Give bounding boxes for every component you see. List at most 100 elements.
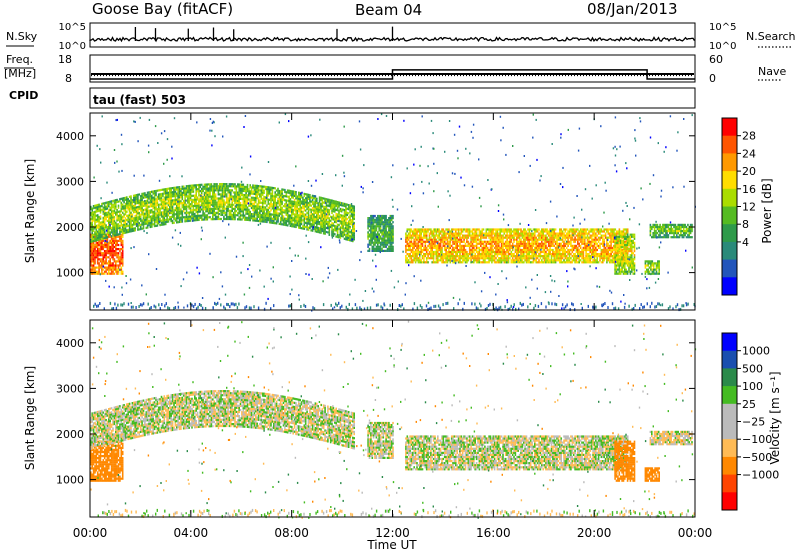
power-cell (238, 193, 240, 196)
power-cell (185, 185, 188, 188)
power-cell (220, 199, 222, 202)
power-cell (499, 246, 501, 249)
power-cell (481, 250, 483, 254)
power-cell (317, 204, 319, 207)
power-cell (390, 233, 393, 236)
power-cell (520, 240, 522, 243)
power-cell (223, 201, 225, 204)
power-cell (517, 240, 519, 243)
power-cell (332, 216, 335, 219)
power-cell (109, 200, 111, 203)
power-cell (291, 212, 293, 215)
power-cell (218, 187, 221, 190)
power-cell (328, 200, 331, 204)
power-cell (420, 228, 422, 231)
power-cell (187, 211, 189, 214)
power-cell (99, 227, 102, 230)
power-cell (528, 238, 531, 241)
nave-trace (90, 69, 695, 80)
power-cell (106, 219, 109, 222)
power-cell (389, 223, 392, 226)
power-cell (225, 211, 228, 214)
power-cell (141, 201, 143, 204)
power-cell (318, 231, 321, 234)
power-cell (368, 229, 371, 232)
power-cell (130, 201, 132, 204)
power-cell (543, 228, 546, 231)
power-cell (538, 236, 540, 239)
power-cell (507, 236, 510, 239)
power-cell (535, 261, 537, 264)
power-cell (153, 192, 156, 195)
power-cell (178, 186, 181, 189)
power-cell (102, 264, 105, 267)
power-cell (199, 200, 202, 203)
power-cell (249, 214, 251, 218)
power-cell (424, 244, 427, 247)
power-cell (189, 209, 192, 212)
power-cell (304, 225, 307, 229)
power-cell (279, 190, 282, 193)
power-cell (317, 226, 319, 229)
power-cell (135, 216, 138, 219)
power-cell (378, 245, 380, 248)
power-cell (428, 250, 431, 254)
power-cell (527, 248, 529, 252)
power-cell (459, 228, 461, 231)
power-cell (214, 211, 217, 214)
power-cell (495, 246, 497, 249)
power-cell (375, 241, 378, 244)
power-cell (113, 234, 116, 237)
power-cell (180, 196, 182, 199)
power-cell (195, 206, 197, 209)
power-cell (264, 220, 267, 223)
power-cell (452, 253, 454, 256)
power-cell (464, 242, 467, 245)
power-cell (191, 198, 193, 202)
power-cell (499, 234, 501, 237)
power-cell (307, 216, 310, 219)
power-cell (239, 206, 242, 209)
power-cell (466, 253, 468, 256)
power-cell (159, 217, 161, 220)
power-cell (339, 207, 342, 211)
power-cell (137, 201, 139, 205)
power-cell (139, 223, 142, 226)
power-cell (480, 255, 482, 258)
power-cell (414, 253, 417, 256)
power-cell (322, 201, 325, 204)
power-cell (311, 202, 314, 206)
power-cell (94, 239, 96, 242)
power-cell (99, 211, 102, 214)
power-cell (456, 253, 458, 256)
power-cell (478, 259, 481, 262)
power-cell (441, 250, 443, 254)
power-cell (105, 241, 107, 244)
power-cell (268, 211, 271, 214)
power-cell (230, 189, 232, 192)
power-cell (431, 248, 433, 252)
power-cell (313, 203, 315, 206)
power-cell (177, 208, 179, 211)
power-cell (542, 257, 544, 260)
power-cell (164, 188, 167, 191)
power-cell (419, 246, 421, 249)
power-cell (235, 191, 238, 194)
power-cell (353, 223, 355, 227)
power-cell (113, 245, 116, 249)
power-cell (291, 210, 293, 213)
power-cell (331, 222, 333, 225)
power-cell (349, 208, 351, 211)
power-cell (310, 214, 312, 218)
power-cell (271, 203, 274, 206)
power-cell (324, 206, 326, 209)
power-cell (502, 238, 504, 241)
power-cell (289, 191, 292, 195)
freq-panel: Freq. [MHz] CPID 18 8 60 0 Nave (4, 53, 786, 102)
power-cell (543, 230, 546, 233)
power-cell (441, 228, 443, 231)
power-cell (213, 213, 215, 217)
power-cell (511, 230, 514, 233)
power-cell (317, 210, 319, 213)
power-cell (273, 197, 275, 200)
